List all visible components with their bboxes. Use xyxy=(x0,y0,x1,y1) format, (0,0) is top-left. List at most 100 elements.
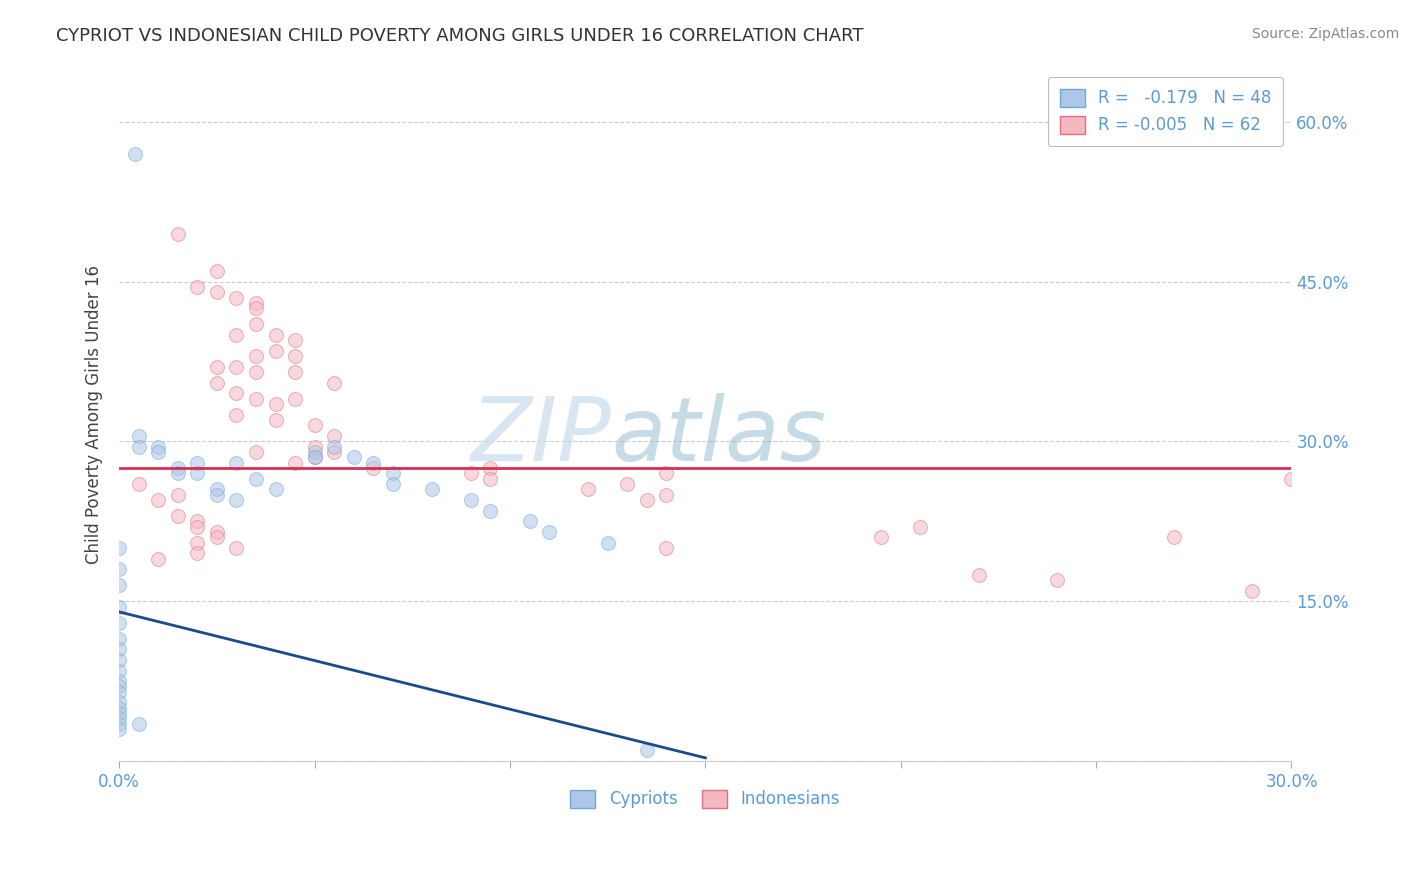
Point xyxy=(205,264,228,278)
Point xyxy=(128,440,150,454)
Text: atlas: atlas xyxy=(612,392,827,479)
Point xyxy=(205,359,228,374)
Point xyxy=(284,333,307,347)
Point xyxy=(108,696,131,710)
Point xyxy=(264,483,287,497)
Point xyxy=(245,301,267,316)
Point xyxy=(870,530,893,544)
Point xyxy=(186,519,208,533)
Text: ZIP: ZIP xyxy=(471,392,612,479)
Point xyxy=(225,541,247,555)
Point xyxy=(655,488,678,502)
Point xyxy=(108,653,131,667)
Point xyxy=(519,514,541,528)
Point xyxy=(186,467,208,481)
Point xyxy=(284,456,307,470)
Point xyxy=(264,413,287,427)
Point xyxy=(205,524,228,539)
Point xyxy=(479,472,502,486)
Point xyxy=(361,461,384,475)
Point xyxy=(128,429,150,443)
Point xyxy=(596,535,619,549)
Point xyxy=(108,706,131,720)
Point xyxy=(225,359,247,374)
Point xyxy=(186,280,208,294)
Point xyxy=(167,467,190,481)
Point xyxy=(616,477,638,491)
Point xyxy=(576,483,599,497)
Point xyxy=(636,743,658,757)
Point xyxy=(225,386,247,401)
Point xyxy=(245,445,267,459)
Point xyxy=(225,291,247,305)
Point xyxy=(460,467,482,481)
Point xyxy=(108,578,131,592)
Point xyxy=(264,343,287,358)
Point xyxy=(538,524,561,539)
Point xyxy=(361,456,384,470)
Point xyxy=(284,349,307,363)
Point xyxy=(225,456,247,470)
Point xyxy=(186,456,208,470)
Point xyxy=(205,488,228,502)
Point xyxy=(381,467,404,481)
Point xyxy=(1046,573,1069,587)
Point xyxy=(304,450,326,465)
Point xyxy=(108,615,131,630)
Point xyxy=(205,285,228,300)
Point xyxy=(1163,530,1185,544)
Point xyxy=(479,504,502,518)
Point xyxy=(1281,472,1303,486)
Point xyxy=(245,349,267,363)
Point xyxy=(124,146,146,161)
Point xyxy=(636,493,658,508)
Point xyxy=(148,551,170,566)
Point xyxy=(186,535,208,549)
Point xyxy=(245,392,267,406)
Point xyxy=(343,450,366,465)
Point xyxy=(304,440,326,454)
Text: Source: ZipAtlas.com: Source: ZipAtlas.com xyxy=(1251,27,1399,41)
Point xyxy=(264,397,287,411)
Point xyxy=(460,493,482,508)
Point xyxy=(108,711,131,725)
Point xyxy=(284,365,307,379)
Point xyxy=(323,445,346,459)
Point xyxy=(225,493,247,508)
Point xyxy=(323,429,346,443)
Point xyxy=(245,317,267,331)
Point xyxy=(910,519,932,533)
Point xyxy=(323,376,346,390)
Point xyxy=(108,722,131,736)
Point xyxy=(205,376,228,390)
Point xyxy=(128,477,150,491)
Point xyxy=(304,450,326,465)
Point xyxy=(420,483,443,497)
Point xyxy=(186,514,208,528)
Point xyxy=(108,701,131,715)
Point xyxy=(245,365,267,379)
Point xyxy=(205,483,228,497)
Point xyxy=(655,541,678,555)
Point xyxy=(225,408,247,422)
Point xyxy=(108,674,131,689)
Point xyxy=(264,327,287,342)
Point xyxy=(148,445,170,459)
Point xyxy=(108,541,131,555)
Point xyxy=(167,461,190,475)
Point xyxy=(381,477,404,491)
Point xyxy=(967,567,990,582)
Point xyxy=(304,418,326,433)
Text: CYPRIOT VS INDONESIAN CHILD POVERTY AMONG GIRLS UNDER 16 CORRELATION CHART: CYPRIOT VS INDONESIAN CHILD POVERTY AMON… xyxy=(56,27,863,45)
Y-axis label: Child Poverty Among Girls Under 16: Child Poverty Among Girls Under 16 xyxy=(86,265,103,565)
Point xyxy=(108,664,131,678)
Point xyxy=(323,440,346,454)
Point xyxy=(148,440,170,454)
Point xyxy=(108,642,131,657)
Point xyxy=(167,488,190,502)
Point xyxy=(479,461,502,475)
Legend: Cypriots, Indonesians: Cypriots, Indonesians xyxy=(564,783,846,815)
Point xyxy=(284,392,307,406)
Point xyxy=(304,445,326,459)
Point xyxy=(108,599,131,614)
